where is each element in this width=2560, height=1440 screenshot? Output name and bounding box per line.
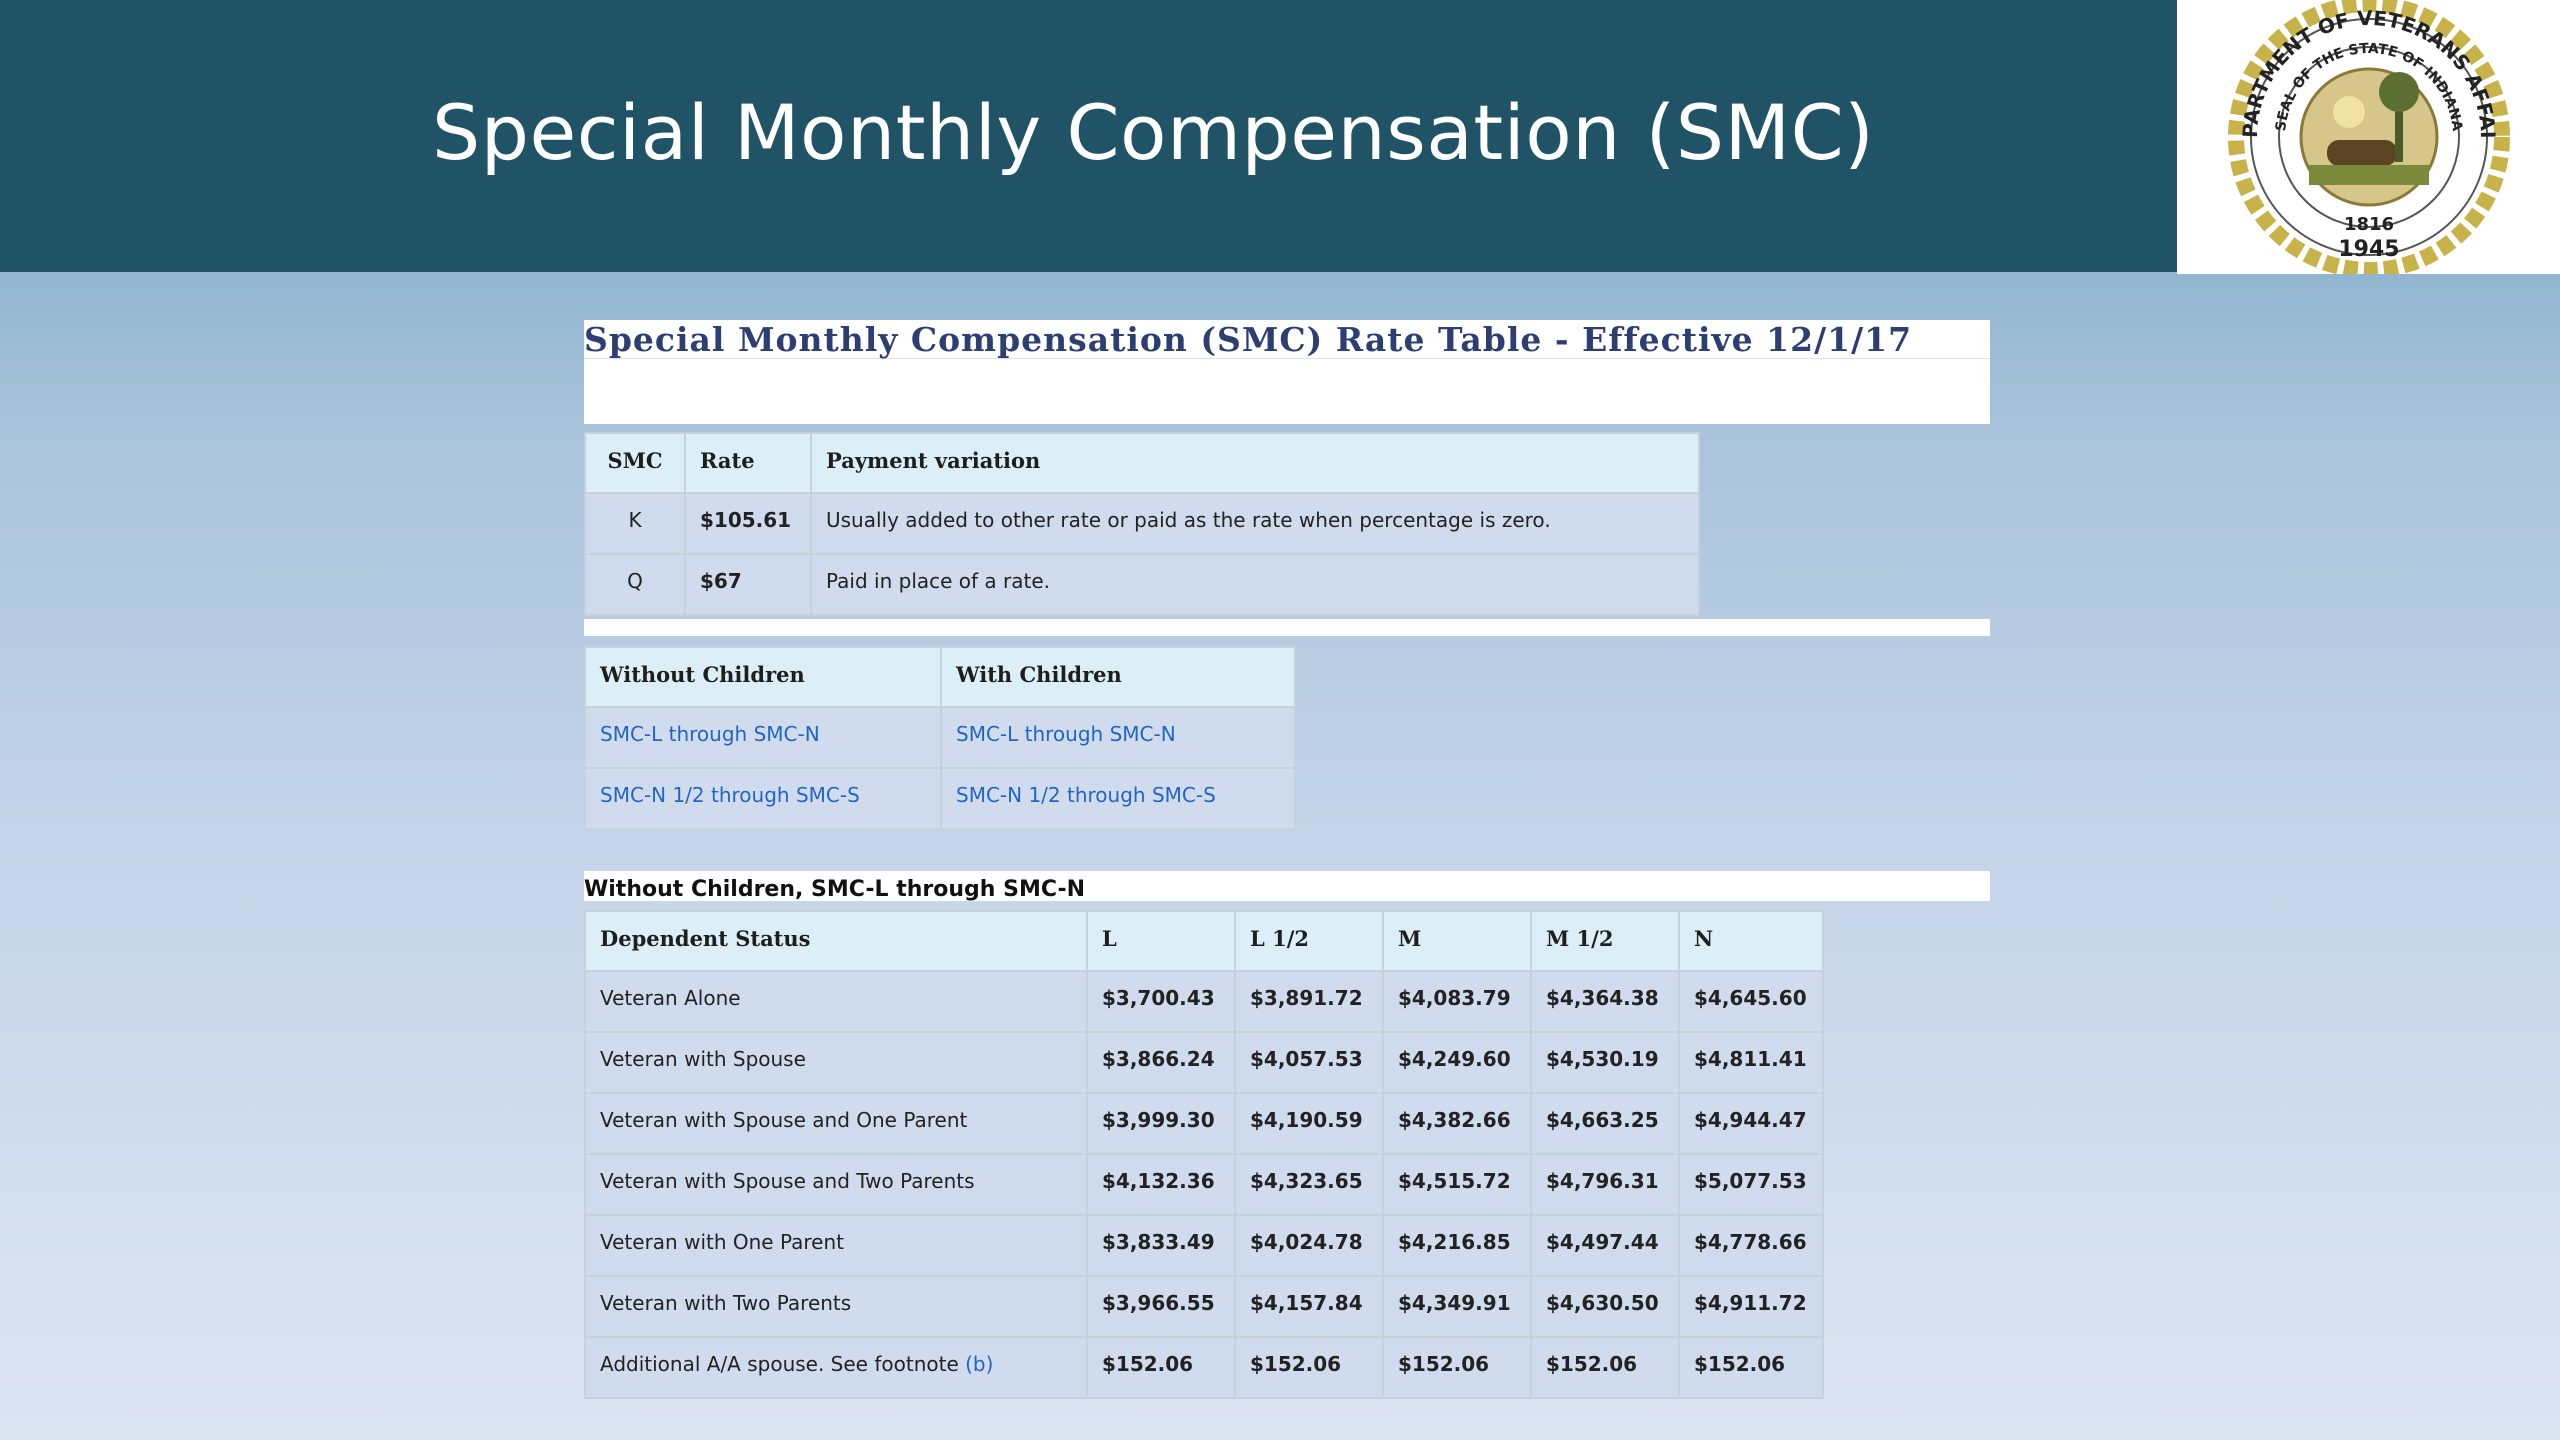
col-header-m: M (1382, 910, 1532, 972)
footnote-row-label: Additional A/A spouse. See footnote (600, 1352, 959, 1376)
col-header-l: L (1086, 910, 1236, 972)
col-header-n: N (1678, 910, 1824, 972)
col-header-m-half: M 1/2 (1530, 910, 1680, 972)
table-row: Veteran with Spouse and Two Parents $4,1… (584, 1153, 1824, 1216)
col-header-rate: Rate (684, 432, 812, 494)
laurel-wreath (2228, 0, 2510, 274)
col-header-with-children: With Children (940, 646, 1296, 708)
table-row: Veteran with Spouse $3,866.24 $4,057.53 … (584, 1031, 1824, 1094)
indiana-veterans-seal: DEPARTMENT OF VETERANS AFFAIRS SEAL OF T… (2177, 0, 2560, 274)
children-table: Without Children With Children SMC-L thr… (584, 646, 1296, 830)
slide-title: Special Monthly Compensation (SMC) (432, 88, 1875, 177)
seal-icon: DEPARTMENT OF VETERANS AFFAIRS SEAL OF T… (2177, 0, 2510, 274)
table-row: Veteran with Two Parents $3,966.55 $4,15… (584, 1275, 1824, 1338)
table-row: SMC-L through SMC-N SMC-L through SMC-N (584, 706, 1296, 769)
table-row: SMC-N 1/2 through SMC-S SMC-N 1/2 throug… (584, 767, 1296, 830)
title-rule (584, 358, 1990, 359)
table-row: Veteran with One Parent $3,833.49 $4,024… (584, 1214, 1824, 1277)
document-title: Special Monthly Compensation (SMC) Rate … (584, 320, 1913, 359)
table-row: Veteran Alone $3,700.43 $3,891.72 $4,083… (584, 970, 1824, 1033)
col-header-smc: SMC (584, 432, 686, 494)
table-row: Veteran with Spouse and One Parent $3,99… (584, 1092, 1824, 1155)
rate-table: SMC Rate Payment variation K $105.61 Usu… (584, 432, 1700, 616)
footnote-b-link[interactable]: (b) (965, 1352, 994, 1376)
col-header-payment-variation: Payment variation (810, 432, 1700, 494)
section-divider (584, 619, 1990, 636)
seal-year-outer: 1945 (2338, 237, 2399, 262)
smc-rates-table: Dependent Status L L 1/2 M M 1/2 N Veter… (584, 910, 1824, 1399)
col-header-without-children: Without Children (584, 646, 942, 708)
table-row: K $105.61 Usually added to other rate or… (584, 492, 1700, 555)
link-with-children-n-half-s[interactable]: SMC-N 1/2 through SMC-S (940, 767, 1296, 830)
link-without-children-l-n[interactable]: SMC-L through SMC-N (584, 706, 942, 769)
link-with-children-l-n[interactable]: SMC-L through SMC-N (940, 706, 1296, 769)
slide-header: Special Monthly Compensation (SMC) (0, 0, 2177, 272)
link-without-children-n-half-s[interactable]: SMC-N 1/2 through SMC-S (584, 767, 942, 830)
section-caption: Without Children, SMC-L through SMC-N (584, 871, 1990, 902)
col-header-l-half: L 1/2 (1234, 910, 1384, 972)
col-header-dependent-status: Dependent Status (584, 910, 1088, 972)
table-row: Q $67 Paid in place of a rate. (584, 553, 1700, 616)
table-row-footnote: Additional A/A spouse. See footnote (b) … (584, 1336, 1824, 1399)
seal-year-inner: 1816 (2344, 214, 2394, 235)
document-title-panel: Special Monthly Compensation (SMC) Rate … (584, 320, 1990, 424)
